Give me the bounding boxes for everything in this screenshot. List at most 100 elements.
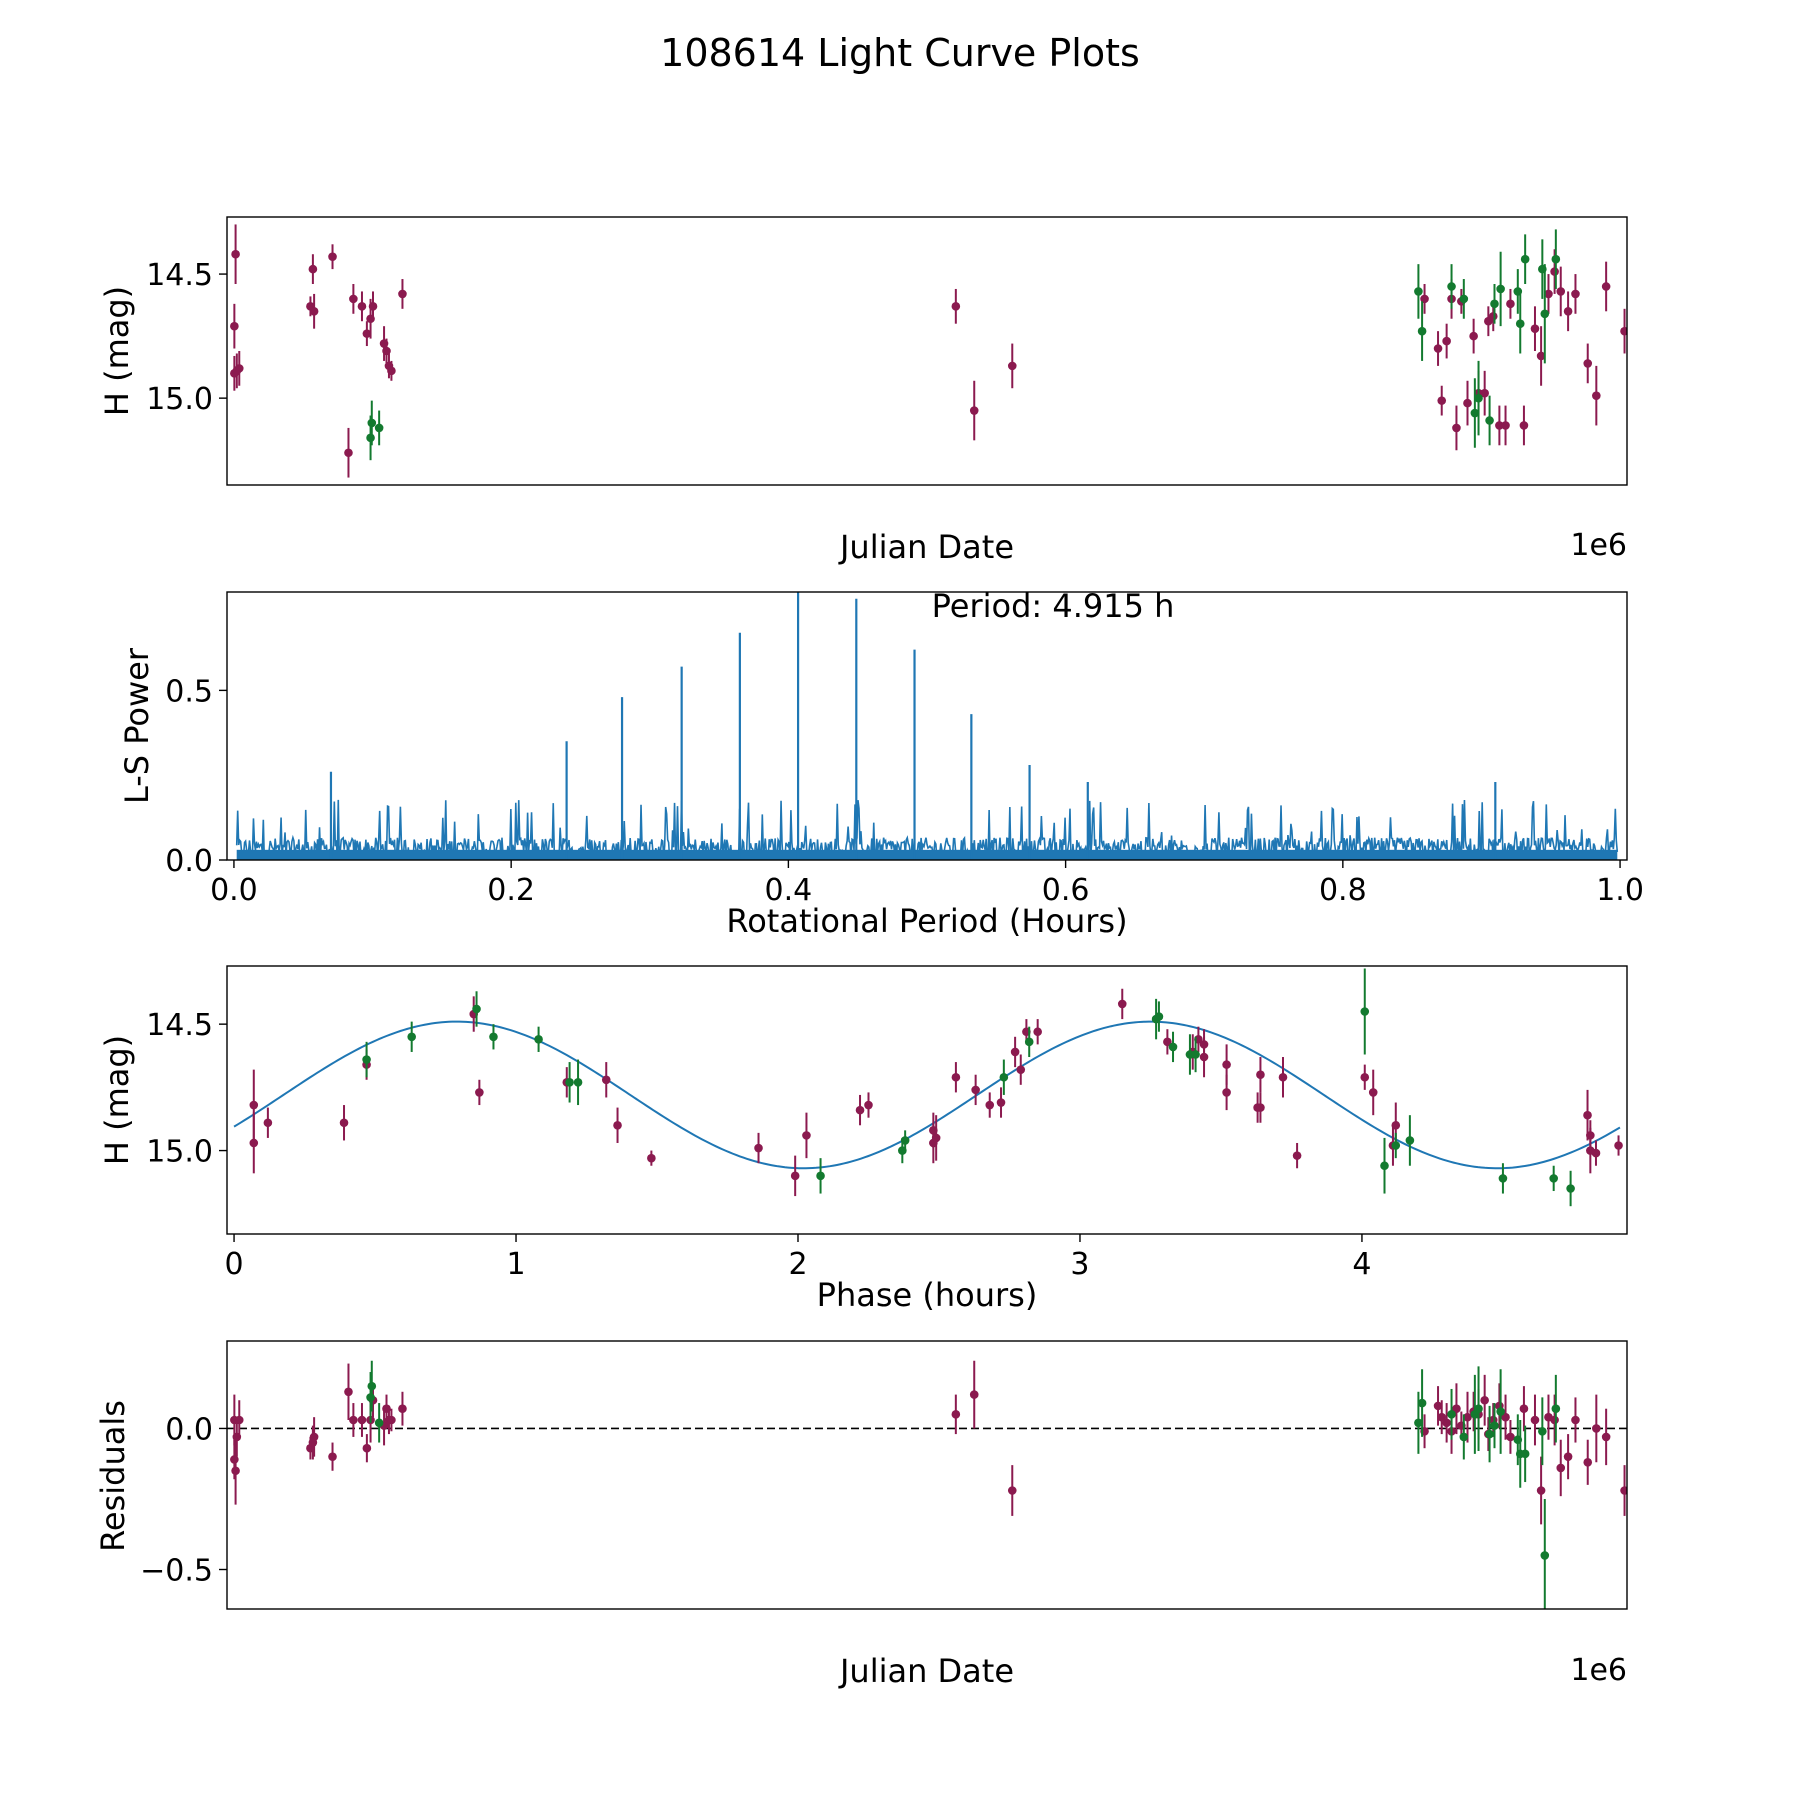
residuals-data-point [1551, 1404, 1561, 1414]
lightcurve-data-point [1490, 299, 1499, 309]
lightcurve-data-point [368, 302, 378, 311]
lightcurve-data-point [1469, 331, 1478, 341]
phase-data-point [647, 1153, 656, 1163]
periodogram-noise-line [235, 799, 1619, 860]
lightcurve-data-point [1515, 319, 1525, 329]
lightcurve-data-point [1513, 287, 1523, 296]
lightcurve-y-tick-label: 14.5 [146, 258, 213, 293]
phase-data-point [1222, 1088, 1231, 1097]
lightcurve-data-point [1520, 254, 1530, 264]
lightcurve-data-point [387, 366, 396, 376]
periodogram-x-axis-label: Rotational Period (Hours) [726, 902, 1127, 940]
phase-y-tick-label: 15.0 [146, 1135, 213, 1170]
phase-data-point [472, 1004, 481, 1014]
phase-data-point [1016, 1065, 1026, 1074]
phase-data-point [931, 1133, 941, 1143]
phase-data-point [1566, 1184, 1575, 1193]
phase-data-point [900, 1136, 910, 1145]
periodogram-marks [235, 592, 1619, 860]
lightcurve-data-point [1536, 351, 1546, 361]
residuals-data-point [366, 1393, 375, 1402]
lightcurve-data-point [362, 329, 372, 338]
phase-data-point [864, 1100, 873, 1110]
lightcurve-data-point [374, 423, 384, 433]
residuals-data-point [1540, 1551, 1550, 1560]
phase-data-point [1391, 1120, 1401, 1130]
lightcurve-data-point [1496, 284, 1505, 294]
lightcurve-data-point [1474, 393, 1483, 403]
phase-data-point [971, 1085, 980, 1095]
lightcurve-data-point [1551, 254, 1561, 264]
residuals-data-point [969, 1390, 979, 1399]
phase-data-point [802, 1131, 811, 1140]
phase-data-point [1033, 1027, 1042, 1037]
lightcurve-data-point [366, 433, 375, 443]
phase-data-point [339, 1118, 349, 1128]
phase-data-point [1256, 1103, 1265, 1112]
lightcurve-data-point [1007, 361, 1017, 371]
phase-x-axis-label: Phase (hours) [817, 1276, 1038, 1314]
residuals-data-point [1417, 1398, 1427, 1408]
lightcurve-axes-frame [226, 216, 1628, 486]
phase-data-point [1191, 1050, 1200, 1059]
phase-data-point [1591, 1148, 1601, 1158]
phase-data-point [601, 1075, 611, 1085]
phase-data-point [489, 1032, 498, 1042]
residuals-data-point [951, 1410, 961, 1419]
lightcurve-data-point [231, 249, 240, 259]
phase-data-point [999, 1072, 1009, 1082]
lightcurve-data-point [1488, 311, 1498, 321]
residuals-data-point [1571, 1415, 1580, 1425]
residuals-data-point [1007, 1486, 1017, 1495]
lightcurve-data-point [308, 264, 318, 274]
residuals-data-point [1485, 1429, 1494, 1439]
residuals-y-tick-label: 0.0 [165, 1412, 213, 1447]
phase-data-point [1010, 1047, 1020, 1057]
residuals-data-point [1459, 1432, 1469, 1442]
lightcurve-data-point [1620, 326, 1627, 336]
phase-data-point [362, 1055, 371, 1064]
phase-data-point [1586, 1131, 1595, 1140]
lightcurve-data-point [1563, 306, 1573, 316]
phase-data-point [1391, 1141, 1401, 1150]
lightcurve-data-point [1544, 289, 1553, 299]
phase-data-point [1222, 1060, 1231, 1069]
periodogram-x-tick-label: 0.2 [487, 873, 535, 908]
residuals-data-point [344, 1387, 353, 1397]
residuals-data-point [1620, 1486, 1627, 1495]
periodogram-noise-floor [236, 849, 1618, 860]
lightcurve-data-point [367, 418, 377, 428]
phase-data-point [1168, 1042, 1178, 1052]
phase-axes-frame [226, 965, 1628, 1235]
residuals-data-point [1501, 1412, 1510, 1422]
lightcurve-data-point [1519, 421, 1529, 430]
phase-y-tick-label: 14.5 [146, 1008, 213, 1043]
residuals-data-point [349, 1415, 358, 1425]
lightcurve-data-point [1420, 294, 1429, 304]
phase-data-point [1199, 1052, 1209, 1062]
residuals-panel: 2.45842.45862.45882.45902.45922.45940.0−… [94, 1340, 1628, 1690]
residuals-data-point [1474, 1404, 1483, 1414]
figure-title: 108614 Light Curve Plots [660, 31, 1140, 75]
residuals-data-point [1463, 1412, 1472, 1422]
phase-data-point [951, 1072, 961, 1082]
phase-data-point [1368, 1088, 1378, 1097]
phase-data-point [754, 1143, 763, 1153]
periodogram-x-tick-label: 0.8 [1319, 873, 1367, 908]
residuals-data-point [1550, 1415, 1559, 1425]
residuals-data-point [357, 1415, 367, 1425]
lightcurve-data-point [1592, 391, 1601, 400]
phase-x-tick-label: 4 [1352, 1247, 1371, 1282]
residuals-data-point [1496, 1407, 1505, 1416]
lightcurve-y-tick-label: 15.0 [146, 382, 213, 417]
periodogram-y-tick-label: 0.0 [165, 844, 213, 879]
residuals-y-tick-label: −0.5 [140, 1554, 213, 1589]
phase-data-point [249, 1138, 259, 1148]
residuals-data-point [1433, 1401, 1443, 1411]
phase-data-point [1583, 1110, 1592, 1120]
phase-data-point [1498, 1174, 1508, 1183]
lightcurve-data-point [1550, 267, 1559, 276]
residuals-data-point [1437, 1412, 1447, 1422]
phase-x-tick-label: 0 [225, 1247, 244, 1282]
residuals-data-point [1583, 1458, 1593, 1467]
